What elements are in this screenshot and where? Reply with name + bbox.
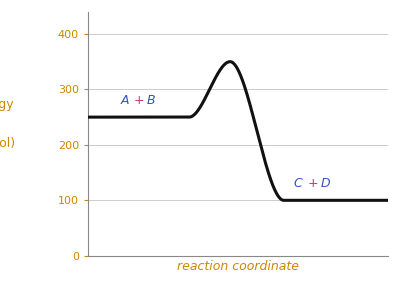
Text: $D$: $D$ [320,177,331,190]
Text: $+$: $+$ [133,94,144,107]
Text: $+$: $+$ [306,177,318,190]
Text: (kJ/mol): (kJ/mol) [0,137,16,150]
Text: $C$: $C$ [293,177,304,190]
Text: $B$: $B$ [146,94,156,107]
Text: $A$: $A$ [120,94,130,107]
Text: energy: energy [0,98,14,111]
X-axis label: reaction coordinate: reaction coordinate [177,260,299,273]
